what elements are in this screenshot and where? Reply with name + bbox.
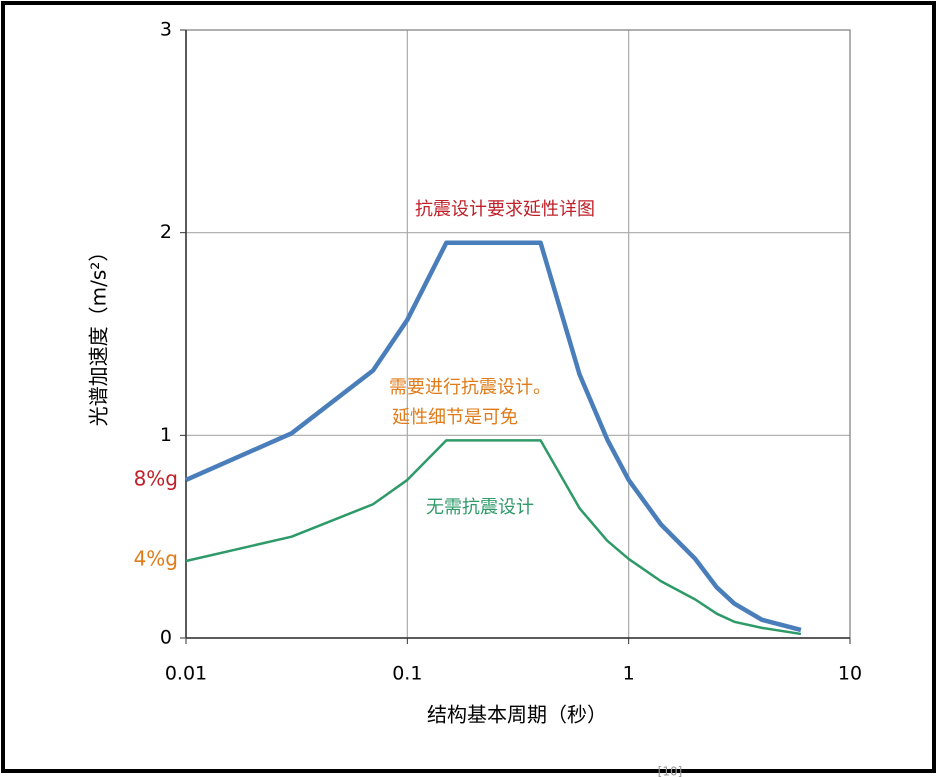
x-tick-label: 0.01: [165, 663, 207, 685]
annotation: 抗震设计要求延性详图: [415, 199, 595, 220]
series-line: [185, 439, 802, 636]
y-axis-label: 光谱加速度（m/s²）: [87, 242, 111, 427]
y-tick-label: 1: [160, 424, 172, 446]
series-line: [185, 240, 802, 633]
annotation: 无需抗震设计: [426, 497, 534, 518]
y-tick-label: 3: [160, 19, 172, 41]
y-tick-label: 2: [160, 221, 172, 243]
annotation: 延性细节是可免: [392, 407, 518, 428]
annotation: 需要进行抗震设计。: [389, 377, 551, 398]
x-tick-label: 10: [838, 663, 862, 685]
footnote: [10]: [658, 765, 683, 777]
annotation: 4%g: [134, 547, 178, 571]
y-tick-label: 0: [160, 627, 172, 649]
x-tick-label: 0.1: [392, 663, 422, 685]
x-axis-label: 结构基本周期（秒）: [427, 703, 607, 727]
annotation: 8%g: [134, 467, 178, 491]
x-tick-label: 1: [623, 663, 635, 685]
